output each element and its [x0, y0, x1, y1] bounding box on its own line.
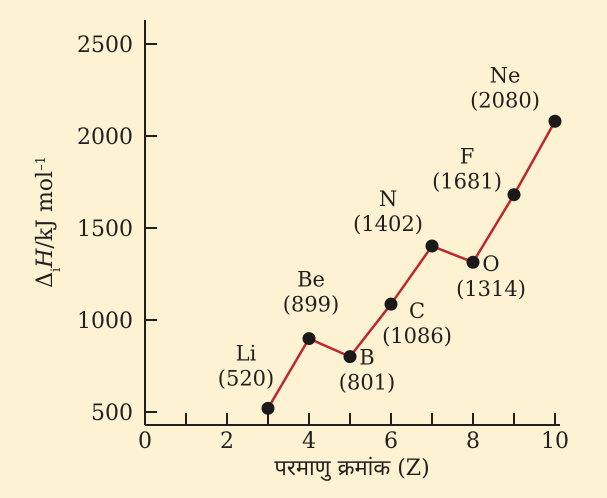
y-axis-title-unit: /kJ mol — [33, 171, 58, 249]
series-group — [261, 114, 562, 415]
y-axis-title: ΔiH/kJ mol–1 — [33, 156, 64, 288]
y-axis-title-delta: Δ — [33, 272, 58, 288]
x-tick-label-8: 8 — [466, 429, 480, 454]
y-tick-label-500: 500 — [91, 401, 133, 426]
point-labels: Li(520) Be(899) B(801) C(1086) N(1402) O(1314… — [218, 63, 540, 394]
point-label-value-li: (520) — [218, 366, 274, 390]
point-label-element-b: B — [359, 346, 374, 370]
point-label-value-b: (801) — [339, 371, 395, 395]
data-point-o — [466, 255, 480, 269]
point-label-element-f: F — [460, 145, 475, 169]
y-axis-title-sub: i — [49, 268, 64, 272]
y-axis-title-sup: –1 — [34, 156, 49, 171]
data-point-be — [302, 332, 316, 346]
x-tick-label-2: 2 — [220, 429, 234, 454]
x-tick-label-10: 10 — [541, 429, 569, 454]
point-label-value-be: (899) — [283, 293, 339, 317]
y-tick-label-2000: 2000 — [77, 125, 133, 150]
data-point-n — [425, 239, 439, 253]
point-label-value-n: (1402) — [353, 212, 423, 236]
data-point-ne — [548, 114, 562, 128]
data-point-b — [343, 350, 357, 364]
x-axis-title: परमाणु क्रमांक (Z) — [274, 456, 429, 481]
point-label-element-be: Be — [297, 268, 325, 292]
axis-ticks: 500 1000 1500 2000 2500 0 2 4 6 8 10 — [77, 33, 569, 454]
data-point-c — [384, 297, 398, 311]
point-label-value-ne: (2080) — [470, 88, 540, 112]
point-label-value-f: (1681) — [432, 170, 502, 194]
point-label-element-n: N — [379, 187, 397, 211]
x-tick-label-0: 0 — [138, 429, 152, 454]
y-axis-title-h: H — [33, 248, 58, 269]
point-label-element-o: O — [482, 252, 499, 276]
series-line — [266, 120, 557, 409]
data-point-li — [261, 401, 275, 415]
point-label-element-c: C — [409, 299, 425, 323]
data-point-f — [507, 188, 521, 202]
point-label-element-li: Li — [236, 341, 257, 365]
y-tick-label-1000: 1000 — [77, 309, 133, 334]
x-tick-label-6: 6 — [384, 429, 398, 454]
point-label-value-c: (1086) — [382, 324, 452, 348]
point-label-element-ne: Ne — [490, 63, 521, 87]
point-label-value-o: (1314) — [456, 277, 526, 301]
x-tick-label-4: 4 — [302, 429, 316, 454]
y-tick-label-1500: 1500 — [77, 217, 133, 242]
y-tick-label-2500: 2500 — [77, 33, 133, 58]
